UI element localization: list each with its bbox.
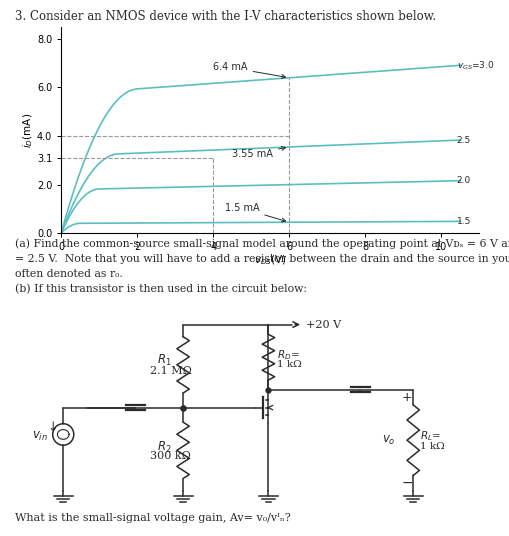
Text: +: +: [401, 391, 411, 404]
X-axis label: $v_{DS}$(V): $v_{DS}$(V): [253, 254, 286, 267]
Text: +20 V: +20 V: [305, 319, 341, 330]
Text: 1.5: 1.5: [456, 217, 470, 226]
Text: 6.4 mA: 6.4 mA: [213, 63, 285, 78]
Y-axis label: $i_D$(mA): $i_D$(mA): [22, 113, 35, 147]
Text: often denoted as r₀.: often denoted as r₀.: [15, 269, 123, 279]
Text: 2.5: 2.5: [456, 136, 470, 145]
Text: 3. Consider an NMOS device with the I-V characteristics shown below.: 3. Consider an NMOS device with the I-V …: [15, 10, 436, 23]
Text: = 2.5 V.  Note that you will have to add a resistor between the drain and the so: = 2.5 V. Note that you will have to add …: [15, 254, 509, 264]
Text: $v_o$: $v_o$: [381, 434, 395, 446]
Text: (b) If this transistor is then used in the circuit below:: (b) If this transistor is then used in t…: [15, 284, 307, 294]
Text: 300 kΩ: 300 kΩ: [149, 451, 190, 461]
Text: $\downarrow$: $\downarrow$: [45, 420, 57, 434]
Text: 1 kΩ: 1 kΩ: [419, 442, 444, 451]
Text: 2.0: 2.0: [456, 176, 470, 185]
Text: 1.5 mA: 1.5 mA: [224, 203, 285, 222]
Text: (a) Find the common-source small-signal model around the operating point at Vᴅₛ : (a) Find the common-source small-signal …: [15, 239, 509, 249]
Text: 3.55 mA: 3.55 mA: [232, 146, 285, 159]
Text: 2.1 MΩ: 2.1 MΩ: [149, 366, 191, 376]
Text: −: −: [401, 477, 412, 490]
Text: $R_1$: $R_1$: [156, 353, 171, 368]
Text: 1 kΩ: 1 kΩ: [276, 360, 301, 369]
Text: What is the small-signal voltage gain, Av= v₀/vᴵₙ?: What is the small-signal voltage gain, A…: [15, 512, 291, 523]
Text: $R_L$=: $R_L$=: [419, 429, 441, 443]
Text: $v_{in}$: $v_{in}$: [32, 430, 48, 443]
Text: $v_{GS}$=3.0: $v_{GS}$=3.0: [456, 60, 493, 72]
Text: $R_2$: $R_2$: [156, 441, 171, 456]
Text: $R_D$=: $R_D$=: [276, 348, 299, 362]
